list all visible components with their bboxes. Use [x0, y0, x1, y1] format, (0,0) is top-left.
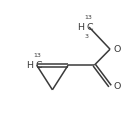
Text: H: H [26, 61, 33, 70]
Text: C: C [86, 23, 93, 32]
Text: O: O [114, 82, 121, 91]
Text: C: C [35, 61, 42, 70]
Text: 13: 13 [84, 15, 92, 20]
Text: H: H [77, 23, 84, 32]
Text: O: O [114, 45, 121, 54]
Text: 3: 3 [84, 34, 89, 39]
Text: 13: 13 [33, 53, 41, 58]
